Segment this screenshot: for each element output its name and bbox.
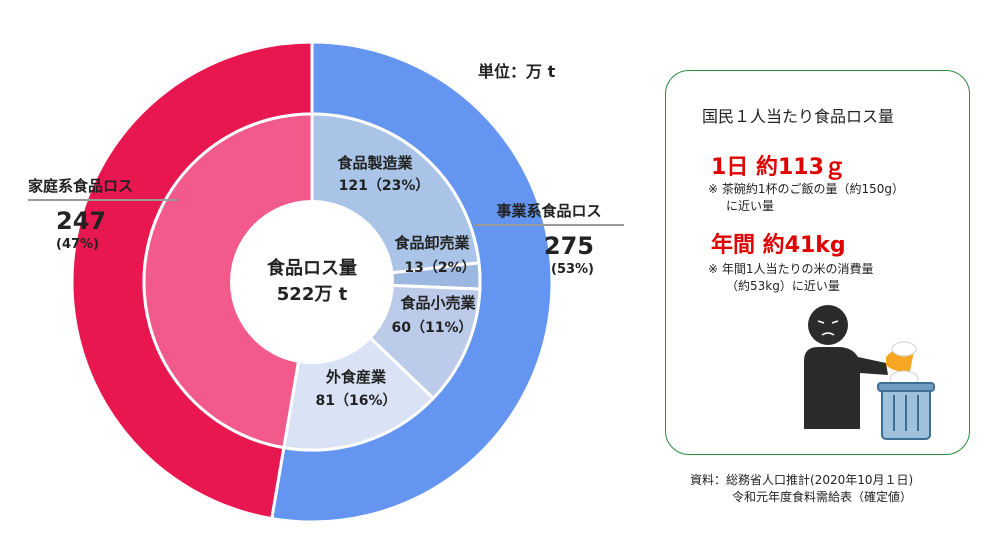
donut-hole: [230, 200, 394, 364]
source-line1: 資料：総務省人口推計(2020年10月１日): [690, 473, 914, 487]
yearly-note-line1: ※ 年間1人当たりの米の消費量: [708, 262, 874, 276]
unit-label: 単位：万 t: [478, 62, 556, 81]
source-line2: 令和元年度食料需給表（確定値）: [732, 490, 913, 504]
household-food-loss-label: 家庭系食品ロス 247 (47%): [28, 175, 178, 252]
center-label: 食品ロス量: [266, 257, 357, 279]
segment-value-restaurant: 81（16%）: [316, 393, 397, 409]
daily-loss-value: 1日 約113ｇ: [711, 155, 846, 180]
yearly-loss-note: ※ 年間1人当たりの米の消費量 （約53kg）に近い量: [708, 261, 874, 295]
segment-label-manufacturing: 食品製造業: [337, 154, 413, 172]
household-food-loss-pct: (47%): [56, 237, 99, 252]
yearly-note-line2: （約53kg）に近い量: [726, 279, 840, 293]
business-food-loss-value: 275: [543, 232, 594, 260]
daily-note-line2: に近い量: [726, 199, 775, 213]
daily-note-line1: ※ 茶碗約1杯のご飯の量（約150g）: [708, 182, 905, 196]
source-note: 資料：総務省人口推計(2020年10月１日) 令和元年度食料需給表（確定値）: [690, 472, 913, 506]
business-food-loss-name: 事業系食品ロス: [474, 200, 624, 226]
business-food-loss-label: 事業系食品ロス 275 (53%): [474, 200, 624, 277]
segment-value-manufacturing: 121（23%）: [339, 178, 430, 194]
segment-value-retail: 60（11%）: [392, 320, 473, 336]
center-value: 522万 t: [277, 284, 348, 305]
food-loss-donut-chart: 食品ロス量 522万 t 食品製造業 121（23%） 食品卸売業 13（2%）…: [70, 40, 554, 524]
yearly-loss-value: 年間 約41kg: [711, 233, 846, 258]
business-food-loss-pct: (53%): [551, 262, 594, 277]
per-capita-info-box: 国民１人当たり食品ロス量 1日 約113ｇ ※ 茶碗約1杯のご飯の量（約150g…: [665, 70, 970, 455]
household-food-loss-value: 247: [56, 207, 107, 235]
segment-label-restaurant: 外食産業: [325, 368, 387, 386]
info-box-title: 国民１人当たり食品ロス量: [702, 107, 895, 126]
person-discarding-rice-icon: [804, 305, 935, 440]
segment-label-wholesale: 食品卸売業: [394, 234, 470, 252]
segment-value-wholesale: 13（2%）: [404, 260, 475, 276]
household-food-loss-name: 家庭系食品ロス: [28, 175, 178, 201]
segment-label-retail: 食品小売業: [400, 294, 476, 312]
daily-loss-note: ※ 茶碗約1杯のご飯の量（約150g） に近い量: [708, 181, 904, 215]
